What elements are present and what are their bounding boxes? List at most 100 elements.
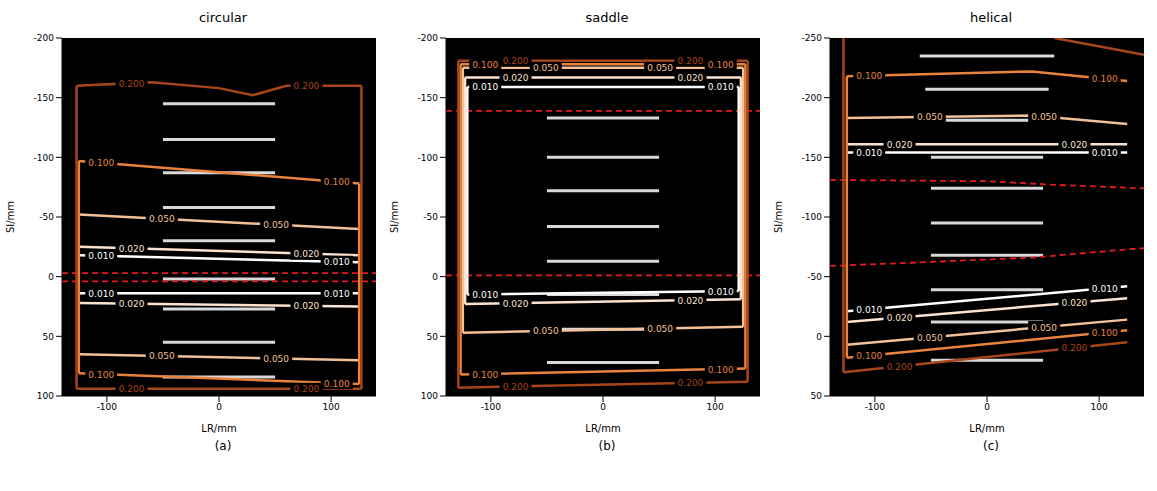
svg-text:50: 50 [427, 332, 439, 342]
svg-text:0.100: 0.100 [324, 177, 350, 187]
html-text:saddle: saddle [585, 10, 629, 25]
svg-text:LR/mm: LR/mm [585, 423, 620, 434]
svg-text:0.010: 0.010 [472, 82, 498, 92]
html-text:circular: circular [198, 10, 248, 25]
svg-text:0.020: 0.020 [119, 299, 145, 309]
svg-text:SI/mm: SI/mm [389, 201, 400, 233]
svg-text:0.050: 0.050 [1031, 112, 1057, 122]
svg-text:0.200: 0.200 [119, 79, 145, 89]
svg-text:-200: -200 [34, 33, 55, 43]
svg-text:0: 0 [432, 272, 438, 282]
svg-text:0.010: 0.010 [88, 289, 114, 299]
svg-text:0.100: 0.100 [324, 379, 350, 389]
svg-text:0.100: 0.100 [1092, 328, 1118, 338]
svg-text:-250: -250 [802, 33, 823, 43]
svg-text:0.100: 0.100 [472, 370, 498, 380]
svg-text:0.050: 0.050 [263, 354, 289, 364]
svg-text:0.010: 0.010 [708, 287, 734, 297]
svg-text:-100: -100 [97, 402, 118, 412]
svg-text:-150: -150 [34, 93, 55, 103]
svg-text:0.200: 0.200 [119, 384, 145, 394]
svg-text:0.020: 0.020 [678, 73, 704, 83]
svg-text:0: 0 [600, 402, 606, 412]
svg-text:0.050: 0.050 [917, 112, 943, 122]
svg-text:0.200: 0.200 [678, 56, 704, 66]
svg-text:0.200: 0.200 [294, 384, 320, 394]
svg-text:0.050: 0.050 [533, 63, 559, 73]
svg-text:0.010: 0.010 [708, 82, 734, 92]
svg-text:0.050: 0.050 [917, 333, 943, 343]
svg-text:0: 0 [216, 402, 222, 412]
svg-text:100: 100 [707, 402, 724, 412]
html-text:helical: helical [969, 10, 1013, 25]
svg-text:0.050: 0.050 [647, 63, 673, 73]
svg-text:100: 100 [37, 391, 54, 401]
svg-text:0: 0 [984, 402, 990, 412]
svg-text:LR/mm: LR/mm [201, 423, 236, 434]
svg-text:LR/mm: LR/mm [969, 423, 1004, 434]
html-text:(a): (a) [214, 439, 232, 453]
svg-text:0.020: 0.020 [887, 140, 913, 150]
svg-text:0.200: 0.200 [503, 382, 529, 392]
svg-text:0.100: 0.100 [856, 351, 882, 361]
svg-text:100: 100 [421, 391, 438, 401]
svg-text:0.200: 0.200 [678, 378, 704, 388]
svg-text:0.010: 0.010 [88, 251, 114, 261]
svg-text:100: 100 [1091, 402, 1108, 412]
svg-text:0.010: 0.010 [324, 257, 350, 267]
svg-text:100: 100 [323, 402, 340, 412]
svg-text:SI/mm: SI/mm [5, 201, 16, 233]
svg-text:0.100: 0.100 [472, 60, 498, 70]
svg-text:0: 0 [816, 332, 822, 342]
svg-text:0.100: 0.100 [88, 370, 114, 380]
svg-text:-200: -200 [418, 33, 439, 43]
svg-text:50: 50 [811, 391, 823, 401]
svg-text:-100: -100 [481, 402, 502, 412]
svg-text:-100: -100 [865, 402, 886, 412]
svg-text:0.020: 0.020 [294, 249, 320, 259]
svg-text:0.200: 0.200 [294, 81, 320, 91]
svg-text:0.020: 0.020 [503, 73, 529, 83]
svg-text:0.010: 0.010 [856, 305, 882, 315]
svg-text:SI/mm: SI/mm [773, 201, 784, 233]
svg-text:0.100: 0.100 [708, 365, 734, 375]
svg-text:0.200: 0.200 [1062, 343, 1088, 353]
html-text:(b): (b) [598, 439, 616, 453]
svg-text:-150: -150 [418, 93, 439, 103]
svg-text:-50: -50 [807, 272, 822, 282]
html-text:(c): (c) [983, 439, 999, 453]
svg-text:0.020: 0.020 [294, 301, 320, 311]
svg-text:0.010: 0.010 [1092, 284, 1118, 294]
svg-text:-100: -100 [802, 212, 823, 222]
svg-text:0.050: 0.050 [149, 214, 175, 224]
svg-text:0: 0 [48, 272, 54, 282]
svg-text:50: 50 [43, 332, 55, 342]
svg-text:0.050: 0.050 [149, 351, 175, 361]
svg-text:0.200: 0.200 [503, 56, 529, 66]
svg-text:0.020: 0.020 [678, 296, 704, 306]
svg-text:0.050: 0.050 [533, 326, 559, 336]
svg-text:0.100: 0.100 [88, 158, 114, 168]
svg-text:0.010: 0.010 [324, 289, 350, 299]
svg-text:0.050: 0.050 [263, 220, 289, 230]
svg-text:0.020: 0.020 [119, 244, 145, 254]
svg-text:0.020: 0.020 [887, 313, 913, 323]
svg-text:0.200: 0.200 [887, 362, 913, 372]
svg-text:0.020: 0.020 [503, 299, 529, 309]
svg-text:0.100: 0.100 [1092, 74, 1118, 84]
svg-text:0.020: 0.020 [1062, 298, 1088, 308]
svg-text:0.050: 0.050 [647, 324, 673, 334]
svg-text:-100: -100 [418, 153, 439, 163]
svg-text:0.050: 0.050 [1031, 323, 1057, 333]
svg-text:0.020: 0.020 [1062, 140, 1088, 150]
svg-text:-150: -150 [802, 153, 823, 163]
svg-text:0.100: 0.100 [856, 71, 882, 81]
svg-text:0.010: 0.010 [856, 148, 882, 158]
svg-text:0.010: 0.010 [1092, 148, 1118, 158]
svg-text:-200: -200 [802, 93, 823, 103]
svg-text:-50: -50 [423, 212, 438, 222]
svg-text:0.100: 0.100 [708, 60, 734, 70]
svg-text:-100: -100 [34, 153, 55, 163]
svg-text:-50: -50 [39, 212, 54, 222]
svg-text:0.010: 0.010 [472, 290, 498, 300]
